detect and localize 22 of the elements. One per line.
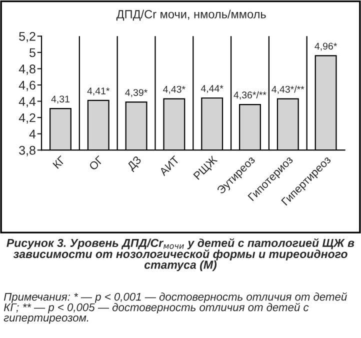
y-tick-label: 4,2 xyxy=(18,113,36,124)
x-tick-label: КГ xyxy=(52,155,66,169)
data-label: 4,43* xyxy=(163,86,186,94)
data-label: 4,96* xyxy=(314,42,338,51)
data-label: 4,43*/** xyxy=(272,86,304,94)
data-label: 4,44* xyxy=(200,85,224,94)
y-tick-label: 4,4 xyxy=(18,97,36,108)
chart-title: ДПД/Cr мочи, нмоль/ммоль xyxy=(116,10,266,21)
data-label: 4,41* xyxy=(87,88,110,96)
y-tick-label: 5,2 xyxy=(19,32,36,42)
y-tick-label: 4,8 xyxy=(18,64,36,75)
data-label: 4,36*/** xyxy=(234,91,266,100)
text: Примечания: * — p < 0,001 — достоверность отличия от детей КГ; ** — p < 0,005 — достоверность отличия от детей с гипертиреозом. xyxy=(4,292,347,324)
text: Рисунок 3. Уровень ДПД/Cr$_{мочи}$ у детей с патологией ЩЖ в зависимости от нозологической формы и тиреоидного статуса (М) xyxy=(6,238,354,272)
x-tick-label: ДЗ xyxy=(126,156,144,172)
data-label: 4,39* xyxy=(125,89,148,98)
y-tick-label: 4,6 xyxy=(18,80,36,92)
y-tick-label: 3,8 xyxy=(19,146,36,156)
data-label: 4,31 xyxy=(51,96,70,104)
y-tick-label: 5 xyxy=(30,48,36,58)
x-tick-label: ОГ xyxy=(88,155,104,171)
y-tick-label: 4 xyxy=(29,130,36,138)
